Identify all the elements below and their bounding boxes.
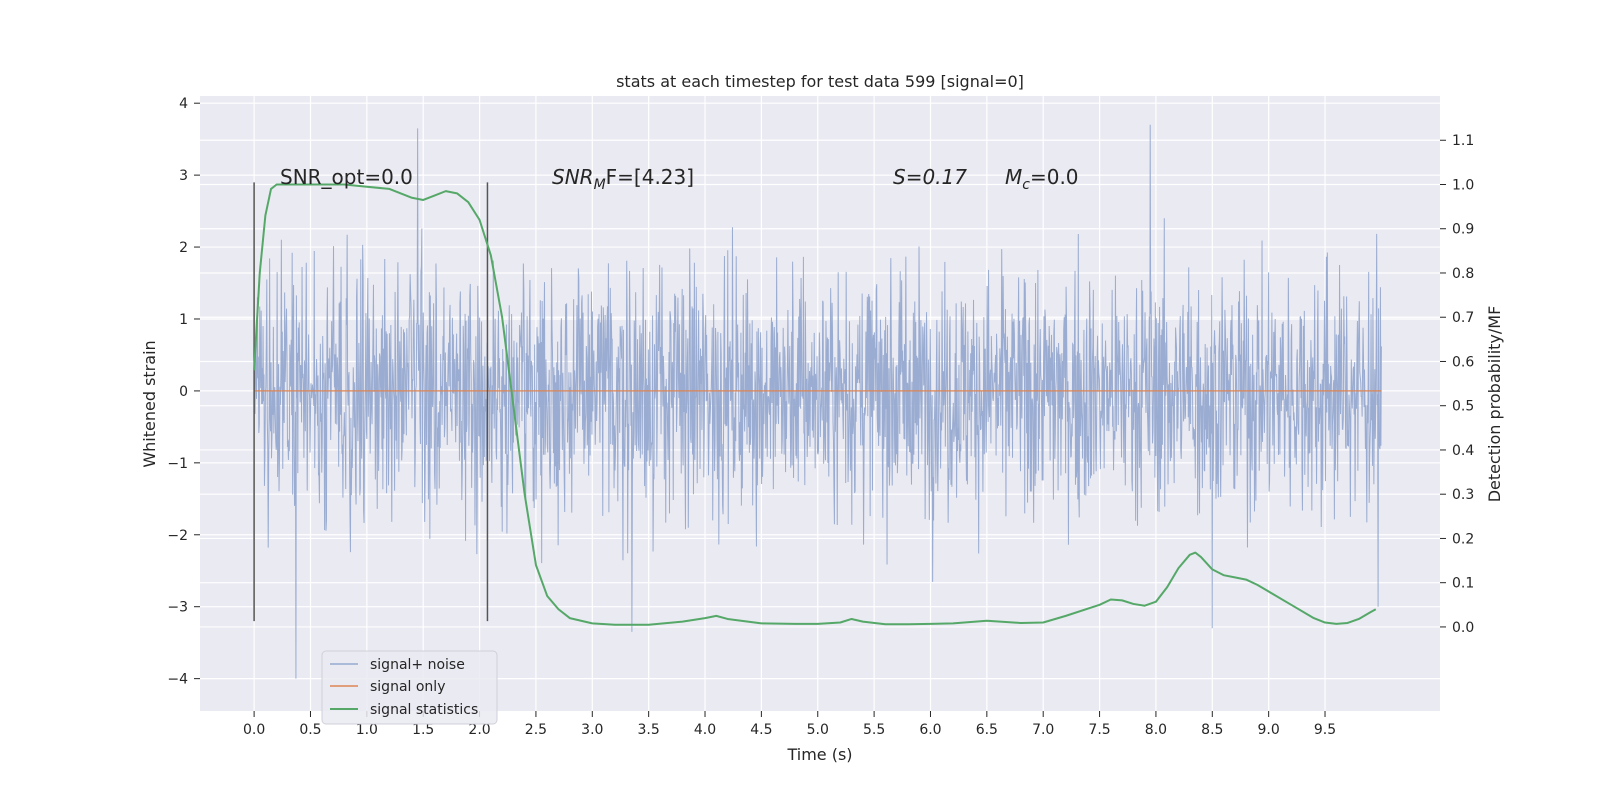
s-stat-annotation: S=0.17 (893, 165, 967, 189)
y-tick-label: 3 (179, 168, 188, 184)
x-tick-label: 3.5 (638, 722, 660, 738)
y2-tick-label: 0.3 (1452, 487, 1474, 503)
y-tick-label: 0 (179, 384, 188, 400)
y2-tick-label: 0.0 (1452, 620, 1474, 636)
y-tick-label: 4 (179, 96, 188, 112)
mc-subscript: c (1022, 177, 1030, 193)
x-tick-label: 0.5 (299, 722, 321, 738)
snr-mf-subscript: M (594, 177, 606, 193)
x-tick-label: 4.0 (694, 722, 716, 738)
y2-tick-label: 0.6 (1452, 354, 1474, 370)
y-axis-ticks: −4 −3 −2 −1 0 1 2 3 4 (167, 96, 200, 688)
x-tick-label: 1.5 (412, 722, 434, 738)
legend-label-signal-only: signal only (370, 679, 445, 695)
signal-statistics-series (253, 183, 1377, 626)
snr-mf-value: F=[4.23] (606, 165, 694, 189)
y2-tick-label: 1.0 (1452, 177, 1474, 193)
legend: signal+ noise signal only signal statist… (321, 650, 498, 725)
x-tick-label: 2.5 (525, 722, 547, 738)
signal-noise-line (253, 124, 1382, 679)
y2-axis-label: Detection probability/MF (1485, 306, 1504, 503)
x-tick-label: 6.5 (976, 722, 998, 738)
mc-value: =0.0 (1030, 165, 1079, 189)
snr-mf-symbol: SNR (552, 165, 594, 189)
legend-label-signal-statistics: signal statistics (370, 702, 478, 718)
y2-tick-label: 0.2 (1452, 531, 1474, 547)
y2-tick-label: 0.5 (1452, 399, 1474, 415)
x-tick-label: 9.0 (1258, 722, 1280, 738)
x-tick-label: 2.0 (468, 722, 490, 738)
x-tick-label: 9.5 (1314, 722, 1336, 738)
x-axis-ticks: 0.0 0.5 1.0 1.5 2.0 2.5 3.0 3.5 4.0 4.5 5.0 5.5 6.0 6… (243, 711, 1336, 738)
snr-mf-annotation: SNRMF=[4.23] (552, 165, 694, 193)
x-tick-label: 5.0 (807, 722, 829, 738)
signal-noise-series (253, 124, 1382, 679)
y-tick-label: −1 (167, 456, 188, 472)
y-axis-label: Whitened strain (140, 340, 159, 467)
x-tick-label: 4.5 (750, 722, 772, 738)
x-axis-label: Time (s) (786, 745, 852, 764)
x-tick-label: 8.5 (1201, 722, 1223, 738)
legend-box (321, 650, 498, 725)
x-tick-label: 0.0 (243, 722, 265, 738)
y2-tick-label: 0.9 (1452, 222, 1474, 238)
x-tick-label: 6.0 (919, 722, 941, 738)
x-tick-label: 7.5 (1088, 722, 1110, 738)
x-tick-label: 7.0 (1032, 722, 1054, 738)
y-tick-label: 1 (179, 312, 188, 328)
x-tick-label: 8.0 (1145, 722, 1167, 738)
legend-label-signal-noise: signal+ noise (370, 657, 465, 673)
mc-annotation: Mc=0.0 (1005, 165, 1079, 193)
signal-statistics-line (253, 183, 1377, 626)
y2-tick-label: 0.4 (1452, 443, 1474, 459)
y-tick-label: −2 (167, 528, 188, 544)
y-tick-label: −3 (167, 600, 188, 616)
y2-tick-label: 0.7 (1452, 310, 1474, 326)
mc-symbol: M (1005, 165, 1022, 189)
y2-axis-ticks: 0.0 0.1 0.2 0.3 0.4 0.5 0.6 0.7 0.8 0.9 1.0 1.1 (1440, 133, 1474, 636)
y2-tick-label: 1.1 (1452, 133, 1474, 149)
y2-tick-label: 0.8 (1452, 266, 1474, 282)
chart-title: stats at each timestep for test data 599… (616, 72, 1024, 91)
y2-tick-label: 0.1 (1452, 576, 1474, 592)
x-tick-label: 5.5 (863, 722, 885, 738)
snr-opt-annotation: SNR_opt=0.0 (280, 165, 413, 189)
y-tick-label: 2 (179, 240, 188, 256)
x-tick-label: 1.0 (356, 722, 378, 738)
y-tick-label: −4 (167, 672, 188, 688)
x-tick-label: 3.0 (581, 722, 603, 738)
vertical-markers (253, 182, 489, 622)
